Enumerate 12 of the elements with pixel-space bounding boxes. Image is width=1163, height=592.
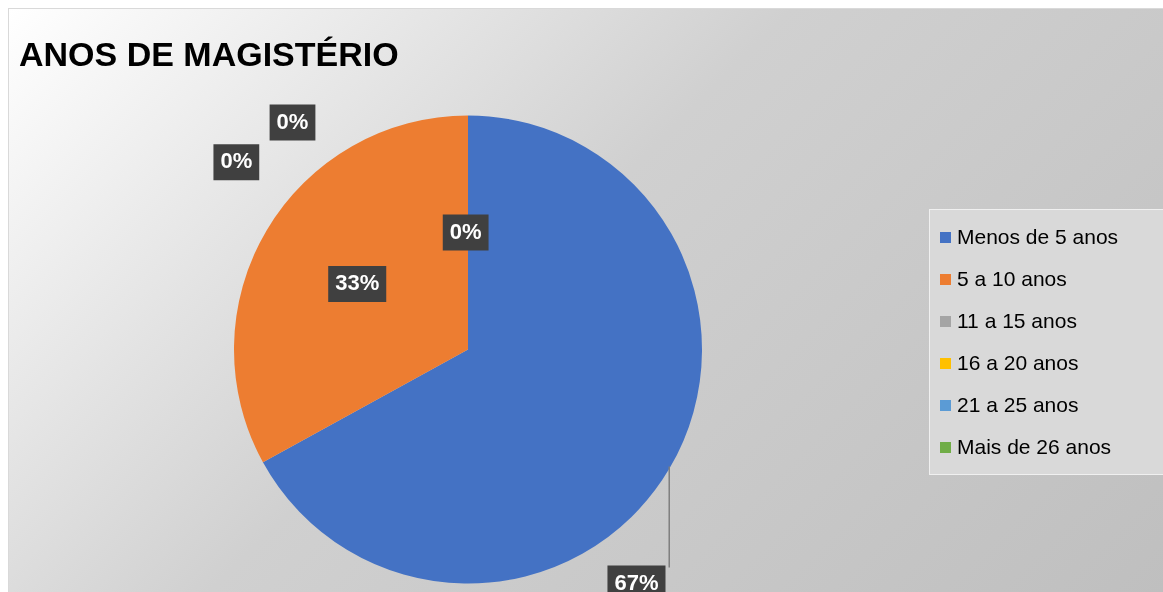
legend-label: 11 a 15 anos <box>957 309 1077 333</box>
text: 0% <box>276 108 309 134</box>
legend-label: Mais de 26 anos <box>957 435 1112 459</box>
text: 0% <box>220 148 253 174</box>
legend-label: 5 a 10 anos <box>957 267 1067 291</box>
data-label: 33% <box>335 270 380 296</box>
chart-title: ANOS DE MAGISTÉRIO <box>19 35 399 74</box>
legend-label: 16 a 20 anos <box>957 351 1079 375</box>
data-label: 67% <box>614 569 659 592</box>
legend-label: 21 a 25 anos <box>957 393 1079 417</box>
legend-label: Menos de 5 anos <box>957 225 1119 249</box>
text: 0% <box>449 218 482 244</box>
